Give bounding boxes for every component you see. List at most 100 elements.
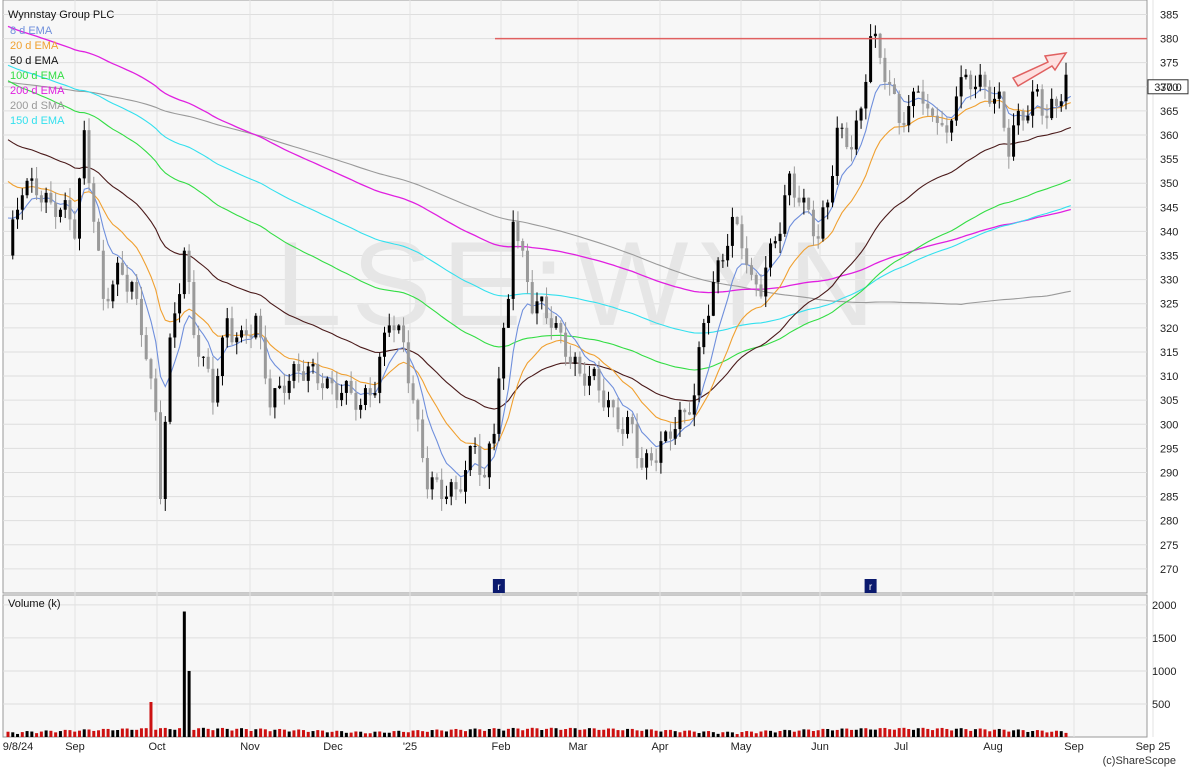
volume-bar xyxy=(773,732,777,737)
volume-bar xyxy=(816,730,820,737)
candle-body xyxy=(178,294,182,314)
volume-bar xyxy=(707,731,711,737)
candle-body xyxy=(835,127,839,176)
candle-body xyxy=(730,216,734,246)
volume-bar xyxy=(626,728,630,737)
candle-body xyxy=(830,175,834,203)
candle-body xyxy=(716,260,720,283)
volume-bar xyxy=(1021,730,1025,737)
candlesticks xyxy=(11,24,1068,511)
candle-body xyxy=(1054,98,1058,107)
candle-body xyxy=(201,356,205,358)
volume-bar xyxy=(149,701,153,737)
volume-bar xyxy=(1054,730,1058,737)
volume-bar xyxy=(1064,732,1068,737)
release-marker-label: r xyxy=(869,582,873,593)
volume-bar xyxy=(301,730,305,737)
candle-body xyxy=(697,347,701,396)
ema150-line xyxy=(7,64,1071,334)
candle-body xyxy=(1016,110,1020,126)
volume-bar xyxy=(454,728,458,737)
candle-body xyxy=(859,108,863,121)
volume-bar xyxy=(692,731,696,737)
candle-body xyxy=(363,388,367,405)
time-tick-label: Dec xyxy=(323,741,343,753)
time-tick-label: '25 xyxy=(403,741,417,753)
candle-body xyxy=(483,474,487,478)
candle-body xyxy=(1021,110,1025,121)
candle-body xyxy=(1045,115,1049,119)
volume-bar xyxy=(897,728,901,737)
candle-body xyxy=(120,262,124,275)
volume-bar xyxy=(192,729,196,737)
candle-body xyxy=(254,315,258,338)
volume-tick-label: 2000 xyxy=(1152,600,1176,612)
candle-body xyxy=(559,323,563,333)
candle-body xyxy=(159,412,163,499)
volume-bar xyxy=(745,731,749,737)
volume-bar xyxy=(983,729,987,737)
candle-body xyxy=(20,195,24,210)
volume-bar xyxy=(354,731,358,737)
volume-bar xyxy=(139,728,143,737)
price-tick-label: 350 xyxy=(1160,178,1178,190)
volume-bar xyxy=(621,730,625,737)
volume-bar xyxy=(30,731,34,737)
time-tick-label: Nov xyxy=(240,741,260,753)
candle-body xyxy=(811,209,815,237)
volume-bar xyxy=(950,730,954,737)
candle-body xyxy=(225,318,229,338)
candle-body xyxy=(1040,89,1044,116)
volume-bar xyxy=(640,730,644,737)
volume-bar xyxy=(783,729,787,737)
candle-body xyxy=(678,409,682,430)
volume-bar xyxy=(492,728,496,737)
volume-bar xyxy=(964,729,968,737)
candle-body xyxy=(735,216,739,225)
candle-body xyxy=(840,127,844,129)
candle-body xyxy=(139,298,143,336)
volume-bar xyxy=(587,728,591,737)
price-tick-label: 315 xyxy=(1160,347,1178,359)
ema200-line xyxy=(7,25,1071,294)
candle-body xyxy=(235,337,239,343)
candle-body xyxy=(392,325,396,331)
candle-body xyxy=(807,197,811,210)
candle-body xyxy=(406,342,410,384)
volume-bar xyxy=(87,729,91,737)
price-tick-label: 275 xyxy=(1160,540,1178,552)
volume-bar xyxy=(735,734,739,737)
volume-bar xyxy=(749,731,753,737)
candle-body xyxy=(206,356,210,369)
time-tick-label: May xyxy=(731,741,752,753)
volume-bar xyxy=(1031,730,1035,737)
candle-body xyxy=(907,106,911,126)
volume-bar xyxy=(583,729,587,737)
volume-bar xyxy=(321,730,325,737)
volume-bar xyxy=(769,730,773,737)
volume-bar xyxy=(630,728,634,737)
volume-bar xyxy=(802,729,806,737)
volume-bar xyxy=(487,729,491,737)
volume-bar xyxy=(606,728,610,737)
candle-body xyxy=(492,433,496,444)
current-price-box xyxy=(1147,79,1189,95)
candle-body xyxy=(759,284,763,297)
volume-bar xyxy=(892,729,896,737)
candle-body xyxy=(30,178,34,181)
volume-bar xyxy=(473,728,477,737)
volume-bar xyxy=(421,731,425,737)
candle-body xyxy=(292,363,296,381)
volume-bar xyxy=(969,730,973,737)
candle-body xyxy=(444,496,448,499)
candle-body xyxy=(506,298,510,328)
volume-bar xyxy=(516,728,520,737)
volume-bar xyxy=(935,728,939,737)
candle-body xyxy=(311,363,315,367)
volume-bar xyxy=(363,733,367,737)
candle-body xyxy=(478,445,482,475)
price-tick-label: 320 xyxy=(1160,323,1178,335)
volume-bar xyxy=(392,731,396,737)
volume-bar xyxy=(616,730,620,737)
volume-bar xyxy=(649,729,653,737)
